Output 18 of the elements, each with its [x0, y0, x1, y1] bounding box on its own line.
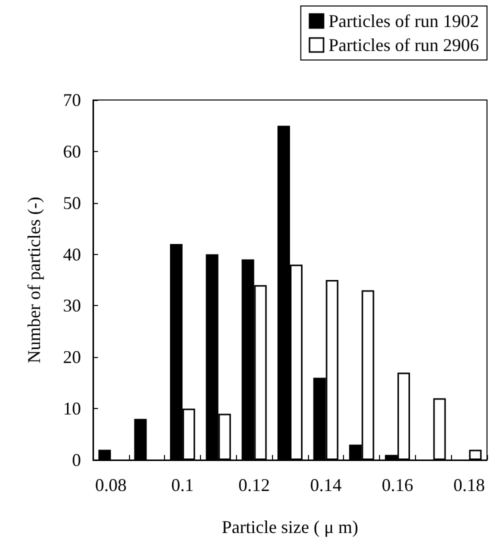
y-tick-label: 50	[63, 192, 81, 213]
x-tick-label: 0.12	[238, 475, 270, 495]
x-axis-title: Particle size ( μ m)	[222, 517, 358, 537]
x-tick-label: 0.18	[453, 475, 485, 495]
y-tick-label: 30	[63, 296, 81, 316]
legend-label: Particles of run 1902	[328, 11, 479, 31]
x-tick-label: 0.08	[95, 475, 127, 495]
y-tick-label: 40	[63, 244, 81, 264]
y-axis-title: Number of particles (-)	[24, 196, 44, 364]
x-tick-label: 0.14	[310, 475, 342, 495]
y-tick-label: 20	[63, 347, 81, 368]
x-tick-label: 0.16	[382, 475, 414, 495]
y-tick-label: 0	[72, 450, 81, 470]
legend-label: Particles of run 2906	[328, 35, 479, 55]
y-tick-label: 60	[63, 141, 81, 162]
y-tick-label: 10	[63, 398, 81, 419]
y-tick-label: 70	[63, 90, 81, 110]
x-tick-label: 0.1	[171, 475, 194, 495]
